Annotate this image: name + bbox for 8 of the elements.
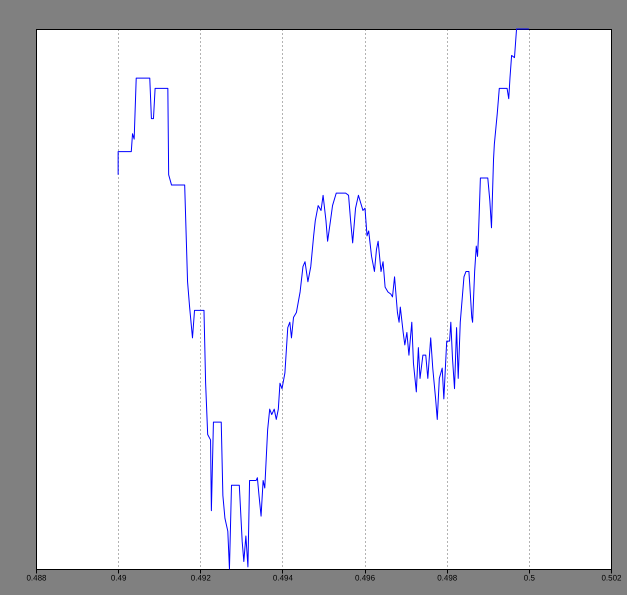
x-tick-label: 0.502 <box>601 574 622 582</box>
x-tick-label: 0.49 <box>110 574 127 582</box>
x-tick-label: 0.494 <box>272 574 294 582</box>
x-tick-label: 0.496 <box>355 574 376 582</box>
x-tick-label: 0.492 <box>190 574 212 582</box>
x-tick-label: 0.488 <box>26 574 48 582</box>
x-tick-label: 0.498 <box>437 574 458 582</box>
x-tick-label: 0.5 <box>524 574 536 582</box>
